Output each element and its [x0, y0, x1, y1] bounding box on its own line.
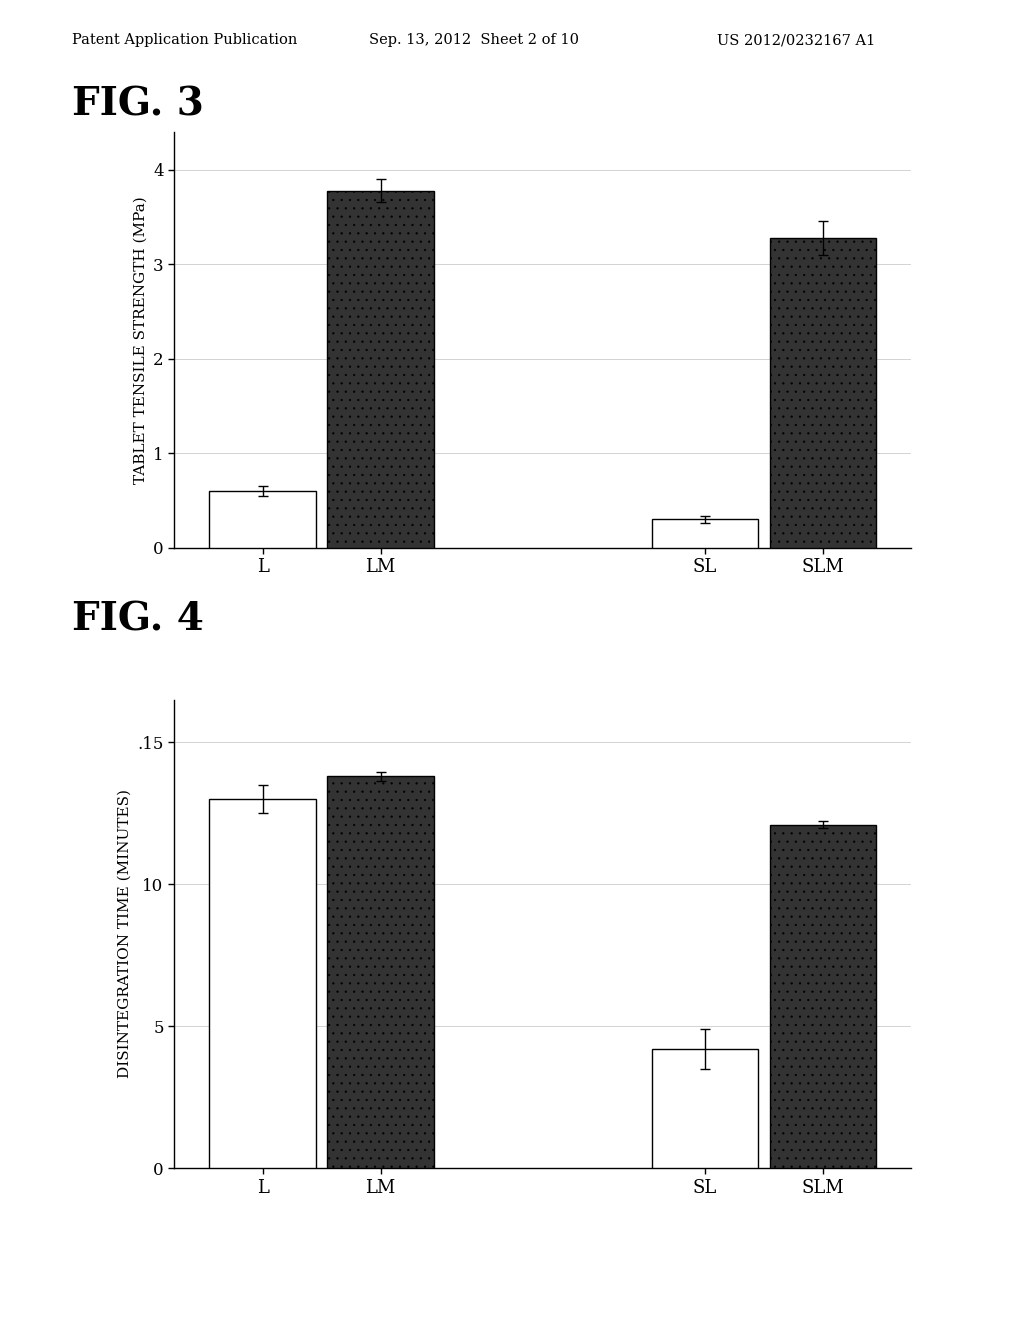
Bar [210, 799, 315, 1168]
Bar [770, 238, 876, 548]
Text: FIG. 3: FIG. 3 [72, 86, 204, 124]
Text: Patent Application Publication: Patent Application Publication [72, 33, 297, 48]
Bar [652, 520, 758, 548]
Bar [770, 825, 876, 1168]
Y-axis label: DISINTEGRATION TIME (MINUTES): DISINTEGRATION TIME (MINUTES) [118, 789, 132, 1078]
Y-axis label: TABLET TENSILE STRENGTH (MPa): TABLET TENSILE STRENGTH (MPa) [133, 197, 147, 483]
Text: FIG. 4: FIG. 4 [72, 601, 204, 639]
Text: Sep. 13, 2012  Sheet 2 of 10: Sep. 13, 2012 Sheet 2 of 10 [369, 33, 579, 48]
Bar [210, 491, 315, 548]
Bar [328, 190, 433, 548]
Text: US 2012/0232167 A1: US 2012/0232167 A1 [717, 33, 876, 48]
Bar [328, 776, 433, 1168]
Bar [652, 1049, 758, 1168]
